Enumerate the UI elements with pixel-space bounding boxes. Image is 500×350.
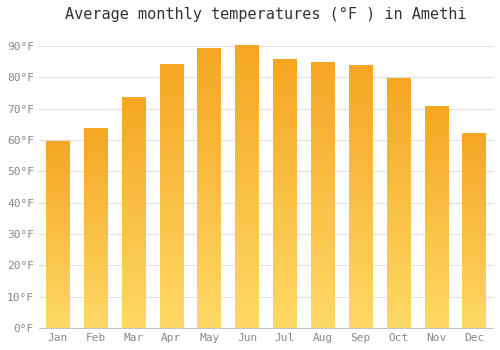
Title: Average monthly temperatures (°F ) in Amethi: Average monthly temperatures (°F ) in Am… [65, 7, 466, 22]
